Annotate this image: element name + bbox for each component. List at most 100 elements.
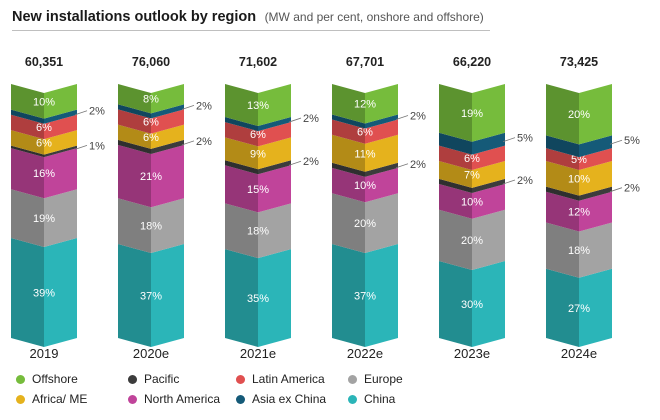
segment-asia-ex-china-2019-right	[44, 109, 77, 124]
label-north-america-2023e: 10%	[461, 196, 483, 208]
segment-latin-america-2021e-right	[258, 122, 291, 147]
segment-africa-me-2019-right	[44, 130, 77, 155]
segment-china-2024e-left	[546, 268, 579, 347]
segment-north-america-2019-left	[11, 148, 44, 199]
segment-africa-me-2021e-right	[258, 137, 291, 170]
label-china-2024e: 27%	[568, 303, 590, 315]
label-offshore-2024e: 20%	[568, 109, 590, 121]
bar-2023e: 30% 20% 10% 7% 6% 19% 2% 5% 66,220 2023e	[439, 55, 533, 361]
label-pacific-2021e: 2%	[303, 156, 319, 168]
label-asia-ex-china-2023e: 5%	[517, 133, 533, 145]
segment-latin-america-2022e-right	[365, 119, 398, 144]
segment-north-america-2022e-left	[332, 167, 365, 203]
segment-latin-america-2023e-right	[472, 145, 505, 170]
segment-africa-me-2023e-left	[439, 160, 472, 188]
segment-offshore-2022e-left	[332, 84, 365, 124]
label-pacific-2023e: 2%	[517, 175, 533, 187]
segment-europe-2023e-right	[472, 209, 505, 271]
segment-asia-ex-china-2020e-left	[118, 104, 151, 119]
segment-latin-america-2021e-left	[225, 122, 258, 147]
label-north-america-2020e: 21%	[140, 171, 162, 183]
label-pacific-2020e: 2%	[196, 136, 212, 148]
segment-africa-me-2024e-left	[546, 160, 579, 196]
segment-offshore-2022e-right	[365, 84, 398, 124]
segment-pacific-2022e-right	[365, 162, 398, 177]
label-latin-america-2022e: 6%	[357, 127, 373, 139]
segment-north-america-2023e-left	[439, 184, 472, 219]
category-label-2021e: 2021e	[240, 346, 276, 361]
segment-europe-2022e-right	[365, 193, 398, 254]
segment-china-2019-left	[11, 237, 44, 347]
total-label-2023e: 66,220	[453, 55, 491, 69]
segment-north-america-2019-right	[44, 148, 77, 199]
label-europe-2020e: 18%	[140, 221, 162, 233]
total-label-2019: 60,351	[25, 55, 63, 69]
segment-offshore-2023e-left	[439, 84, 472, 142]
label-asia-ex-china-2022e: 2%	[410, 111, 426, 123]
segment-europe-2021e-left	[225, 203, 258, 259]
label-latin-america-2023e: 6%	[464, 153, 480, 165]
segment-asia-ex-china-2023e-left	[439, 132, 472, 155]
segment-asia-ex-china-2024e-right	[579, 135, 612, 158]
segment-north-america-2022e-right	[365, 167, 398, 203]
segment-offshore-2024e-left	[546, 84, 579, 145]
label-asia-ex-china-2020e-leader	[181, 104, 195, 110]
segment-offshore-2021e-left	[225, 84, 258, 127]
segment-asia-ex-china-2024e-left	[546, 135, 579, 158]
total-label-2024e: 73,425	[560, 55, 598, 69]
label-europe-2023e: 20%	[461, 235, 483, 247]
segment-africa-me-2020e-left	[118, 124, 151, 149]
label-offshore-2022e: 12%	[354, 99, 376, 111]
label-pacific-2019-leader	[74, 144, 88, 150]
label-asia-ex-china-2022e-leader	[395, 115, 409, 120]
segment-africa-me-2024e-right	[579, 160, 612, 196]
label-africa-me-2023e: 7%	[464, 169, 480, 181]
segment-africa-me-2021e-left	[225, 137, 258, 170]
segment-offshore-2019-left	[11, 84, 44, 119]
segment-china-2022e-left	[332, 244, 365, 347]
label-latin-america-2019: 6%	[36, 122, 52, 134]
segment-offshore-2020e-right	[151, 84, 184, 114]
segment-latin-america-2022e-left	[332, 119, 365, 144]
segment-pacific-2020e-left	[118, 139, 151, 154]
segment-europe-2024e-left	[546, 222, 579, 278]
label-latin-america-2020e: 6%	[143, 117, 159, 129]
label-africa-me-2024e: 10%	[568, 173, 590, 185]
segment-asia-ex-china-2021e-right	[258, 117, 291, 132]
segment-africa-me-2023e-right	[472, 160, 505, 188]
label-china-2023e: 30%	[461, 299, 483, 311]
segment-china-2024e-right	[579, 268, 612, 347]
segment-pacific-2024e-left	[546, 186, 579, 201]
segment-latin-america-2023e-left	[439, 145, 472, 170]
segment-pacific-2023e-left	[439, 178, 472, 194]
chart-title-row: New installations outlook by region (MW …	[12, 8, 484, 26]
segment-pacific-2023e-right	[472, 178, 505, 194]
label-europe-2022e: 20%	[354, 218, 376, 230]
chart-subtitle: (MW and per cent, onshore and offshore)	[264, 10, 484, 24]
label-pacific-2019: 1%	[89, 140, 105, 152]
label-asia-ex-china-2019: 2%	[89, 106, 105, 118]
label-africa-me-2020e: 6%	[143, 132, 159, 144]
label-offshore-2020e: 8%	[143, 94, 159, 106]
label-pacific-2022e-leader	[395, 163, 409, 169]
segment-offshore-2020e-left	[118, 84, 151, 114]
label-asia-ex-china-2024e-leader	[609, 139, 623, 145]
segment-north-america-2021e-left	[225, 165, 258, 213]
segment-offshore-2019-right	[44, 84, 77, 119]
segment-china-2020e-right	[151, 244, 184, 347]
segment-china-2021e-left	[225, 249, 258, 347]
label-asia-ex-china-2021e-leader	[288, 117, 302, 123]
label-europe-2019: 19%	[33, 213, 55, 225]
bar-2019: 39% 19% 16% 6% 6% 10% 1% 2% 60,351 2019	[11, 55, 105, 361]
category-label-2023e: 2023e	[454, 346, 490, 361]
segment-europe-2020e-left	[118, 198, 151, 254]
segment-china-2021e-right	[258, 249, 291, 347]
title-divider	[12, 30, 490, 31]
label-latin-america-2024e: 5%	[571, 154, 587, 166]
segment-pacific-2021e-right	[258, 160, 291, 175]
segment-offshore-2024e-right	[579, 84, 612, 145]
segment-latin-america-2019-left	[11, 114, 44, 140]
segment-offshore-2023e-right	[472, 84, 505, 142]
segment-offshore-2021e-right	[258, 84, 291, 127]
label-pacific-2023e-leader	[502, 179, 516, 185]
